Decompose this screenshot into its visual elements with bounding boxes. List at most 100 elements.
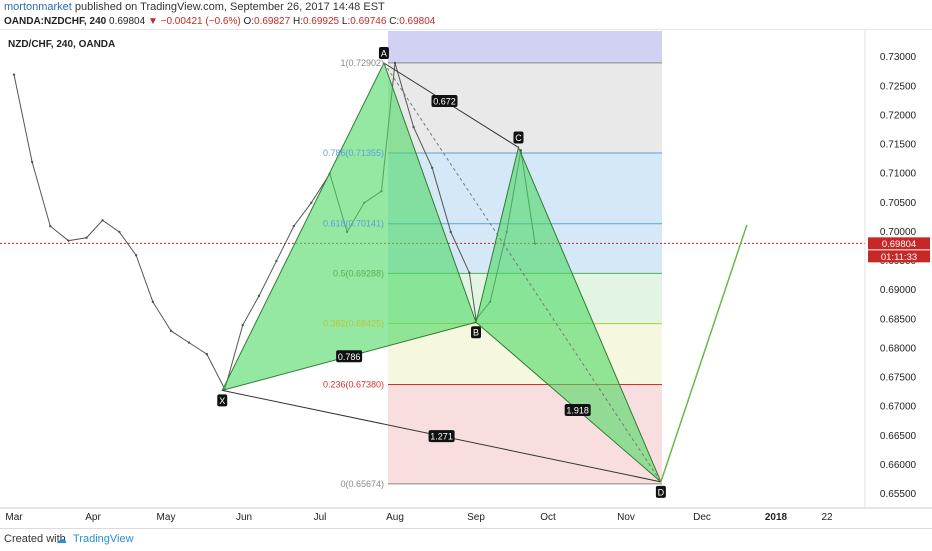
point-label-D: D — [658, 487, 665, 497]
price-point — [30, 160, 34, 164]
y-tick-label: 0.70500 — [880, 198, 917, 209]
published-text: published on TradingView.com, September … — [71, 1, 385, 13]
open-value: 0.69827 — [254, 16, 291, 27]
ratio-badge — [336, 350, 363, 363]
y-tick-label: 0.67500 — [880, 373, 917, 384]
price-point — [310, 201, 313, 205]
change-value: ▼ −0.00421 (−0.6%) — [147, 16, 241, 27]
point-label-A: A — [381, 49, 387, 59]
projection-line — [660, 224, 748, 483]
price-point — [101, 219, 104, 222]
y-tick-label: 0.71500 — [880, 140, 917, 151]
ratio-label: 0.672 — [433, 97, 456, 107]
tradingview-logo-icon[interactable]: ☁ — [56, 534, 67, 546]
y-tick-label: 0.73000 — [880, 52, 917, 63]
point-label-C: C — [515, 133, 522, 143]
close-value: 0.69804 — [399, 16, 436, 27]
price-point — [275, 259, 278, 263]
fib-level-label: 1(0.72902) — [340, 58, 384, 68]
price-point — [12, 73, 16, 76]
last-price: 0.69804 — [109, 16, 146, 27]
harmonic-pattern: 0.672 0.786 1.918 1.271 X A B C D — [217, 47, 748, 498]
price-point — [169, 329, 173, 333]
x-tick-label: 2018 — [765, 512, 788, 523]
price-point — [49, 224, 52, 228]
ratio-badge — [564, 404, 591, 417]
y-tick-label: 0.68000 — [880, 343, 917, 354]
price-tag — [868, 237, 930, 250]
x-tick-label: Jun — [236, 512, 252, 523]
point-badge — [217, 394, 228, 407]
y-tick-label: 0.67000 — [880, 402, 917, 413]
price-point — [151, 300, 155, 304]
y-tick-label: 0.72500 — [880, 81, 917, 92]
open-label: O: — [243, 16, 255, 27]
fib-zone-top — [388, 30, 662, 63]
y-tick-label: 0.72000 — [880, 110, 917, 121]
axes: 0.73000 0.72500 0.72000 0.71500 0.71000 0.705… — [0, 30, 932, 523]
price-point — [393, 61, 397, 65]
ratio-label: 1.918 — [566, 406, 589, 416]
price-point — [67, 239, 70, 242]
high-label: H: — [292, 16, 303, 27]
price-series-line — [13, 62, 536, 391]
price-point — [85, 236, 88, 239]
footer-bar: Created with ☁ TradingView — [0, 528, 932, 551]
fib-level-label: 0.786(0.71355) — [323, 148, 384, 158]
y-tick-label: 0.66000 — [880, 460, 917, 471]
created-with-text: Created with — [4, 533, 66, 545]
x-tick-label: Jul — [314, 512, 327, 523]
price-point — [449, 230, 452, 234]
point-badge — [471, 326, 481, 339]
point-label-B: B — [473, 328, 479, 338]
point-badge — [655, 485, 666, 498]
price-point — [118, 230, 121, 234]
header-divider — [0, 29, 932, 30]
countdown-tag — [868, 250, 930, 263]
fib-level-label: 0.5(0.69288) — [333, 268, 384, 278]
fib-level-label: 0.382(0.68425) — [323, 319, 384, 329]
point-badge — [513, 131, 524, 144]
y-tick-label: 0.66500 — [880, 431, 917, 442]
low-value: 0.69746 — [350, 16, 387, 27]
price-point — [412, 125, 415, 129]
ratio-badge — [431, 95, 458, 108]
x-tick-label: 22 — [821, 512, 833, 523]
price-point — [241, 323, 244, 327]
fib-labels: 1(0.72902) 0.786(0.71355) 0.618(0.70141) 0.… — [323, 58, 384, 489]
ratio-label: 0.786 — [338, 352, 361, 362]
y-tick-label: 0.71000 — [880, 169, 917, 180]
ratio-badge — [428, 430, 455, 443]
price-point — [187, 341, 191, 344]
price-point — [205, 353, 209, 356]
price-point — [257, 294, 261, 298]
price-point — [134, 254, 138, 257]
ratio-label: 1.271 — [430, 432, 453, 442]
fib-level-label: 0(0.65674) — [340, 479, 384, 489]
chart-title: NZD/CHF, 240, OANDA — [8, 39, 115, 50]
y-tick-label: 0.70000 — [880, 227, 917, 238]
y-tick-label: 0.69000 — [880, 285, 917, 296]
tradingview-link[interactable]: TradingView — [73, 533, 134, 545]
x-tick-label: Oct — [540, 512, 556, 523]
symbol-label: OANDA:NZDCHF, 240 — [4, 16, 107, 27]
y-tick-label: 0.65500 — [880, 489, 917, 500]
ohlc-line: OANDA:NZDCHF, 240 0.69804 ▼ −0.00421 (−0… — [4, 15, 435, 28]
high-value: 0.69925 — [302, 16, 340, 27]
x-tick-label: Mar — [5, 512, 23, 523]
price-tag-value: 0.69804 — [882, 239, 916, 250]
fib-level-label: 0.236(0.67380) — [323, 380, 384, 390]
countdown-value: 01:11:33 — [881, 252, 917, 263]
publish-line: mortonmarket published on TradingView.co… — [4, 0, 385, 14]
x-tick-label: Aug — [386, 512, 404, 523]
price-point — [292, 224, 296, 228]
low-label: L: — [341, 16, 351, 27]
fib-zone — [388, 62, 662, 153]
x-tick-label: Dec — [693, 512, 711, 523]
price-chart[interactable]: 0.672 0.786 1.918 1.271 X A B C D 1(0.72902) 0.78… — [0, 30, 932, 528]
x-tick-label: Nov — [617, 512, 635, 523]
y-tick-label: 0.68500 — [880, 314, 917, 325]
close-label: C: — [389, 16, 400, 27]
x-tick-label: May — [157, 512, 176, 523]
publisher-link[interactable]: mortonmarket — [4, 1, 72, 13]
